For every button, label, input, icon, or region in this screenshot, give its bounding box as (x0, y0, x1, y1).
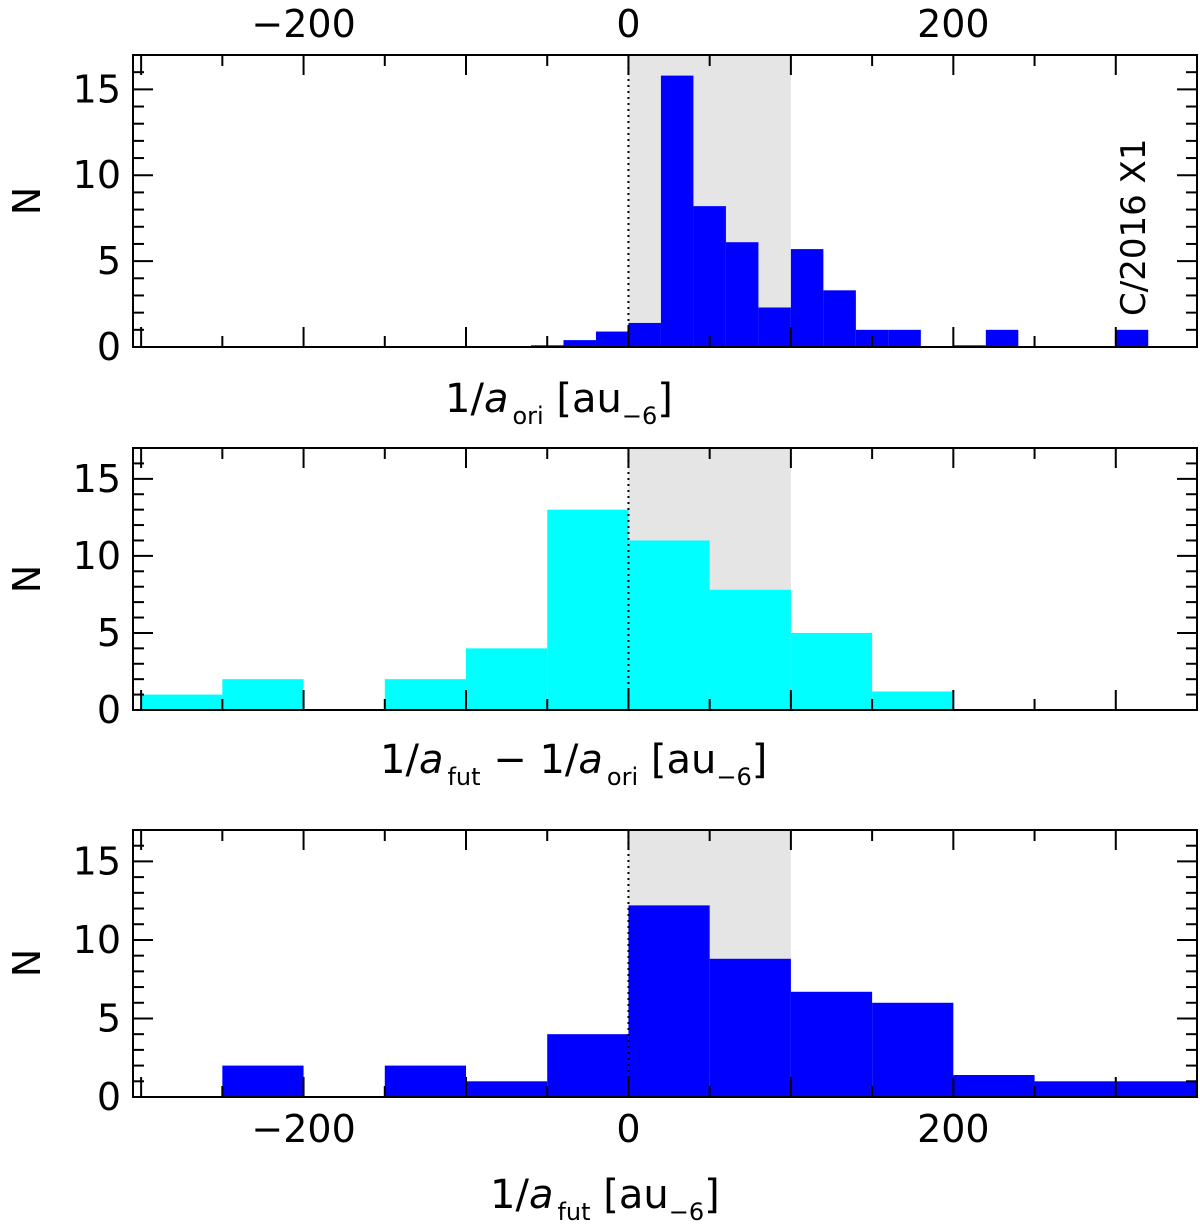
histogram-bar (1115, 1081, 1197, 1097)
xlabel-middle: 1/a fut − 1/a ori [au−6] (380, 737, 767, 791)
xlabel-top: 1/a ori [au−6] (445, 376, 673, 430)
y-tick-label: 0 (97, 688, 121, 732)
histogram-bar (888, 329, 921, 347)
x-tick-label: −200 (251, 1107, 355, 1151)
histogram-bar (790, 991, 873, 1097)
y-tick-label: 15 (73, 457, 121, 501)
y-tick-label: 5 (97, 611, 121, 655)
histogram-bar (709, 589, 791, 710)
histogram-bar (466, 648, 548, 710)
histogram-bar (709, 958, 791, 1097)
histogram-bar (547, 1034, 629, 1097)
panel-bottom: 0 5 10 15 −200 0 200 (73, 829, 1198, 1151)
ylabel-middle: N (5, 565, 49, 593)
histogram-bar (953, 1075, 1035, 1097)
x-tick-label: 0 (616, 2, 640, 46)
plot-frame (132, 447, 1198, 711)
histogram-bar (985, 329, 1019, 347)
x-tick-label: −200 (251, 2, 355, 46)
histogram-bar (384, 1065, 467, 1097)
histogram-bar (790, 632, 873, 710)
y-tick-label: 15 (73, 67, 121, 111)
histogram-bar (466, 1081, 548, 1097)
y-tick-label: 10 (73, 534, 121, 578)
histogram-bar (222, 679, 304, 710)
histogram-bar (790, 249, 824, 347)
panel-middle: 0 5 10 15 (73, 447, 1198, 732)
plot-frame (132, 829, 1198, 1098)
panel-top: 0 5 10 15 −200 0 200 (73, 2, 1198, 369)
x-tick-label: 200 (917, 1107, 990, 1151)
histogram-bar (1034, 1081, 1116, 1097)
y-tick-label: 0 (97, 325, 121, 369)
histogram-bar (563, 340, 596, 347)
y-tick-label: 5 (97, 239, 121, 283)
histogram-bar (693, 206, 726, 347)
y-tick-label: 5 (97, 996, 121, 1040)
annotation-c2016x1: C/2016 X1 (1114, 139, 1154, 316)
histogram-bar (758, 307, 791, 347)
y-tick-label: 10 (73, 153, 121, 197)
histogram-bar (872, 691, 954, 710)
x-tick-label: 0 (616, 1107, 640, 1151)
histogram-bar (595, 331, 629, 347)
histogram-bar (872, 1002, 954, 1097)
plot-frame (132, 54, 1198, 348)
histogram-bar (823, 290, 856, 347)
histogram-bar (660, 75, 694, 348)
histogram-bar (725, 242, 759, 347)
histogram-bar (141, 694, 223, 710)
xlabel-bottom: 1/a fut [au−6] (490, 1172, 720, 1224)
histogram-bar (628, 322, 661, 347)
y-tick-label: 10 (73, 918, 121, 962)
ylabel-top: N (5, 187, 49, 215)
histogram-bar (628, 540, 710, 710)
histogram-bar (547, 509, 629, 710)
histogram-bar (384, 679, 467, 710)
histogram-bar (222, 1065, 304, 1097)
y-tick-label: 15 (73, 839, 121, 883)
ylabel-bottom: N (5, 949, 49, 977)
x-tick-label: 200 (917, 2, 990, 46)
histogram-bar (628, 905, 710, 1097)
y-tick-label: 0 (97, 1075, 121, 1119)
histogram-bar (1115, 329, 1149, 347)
